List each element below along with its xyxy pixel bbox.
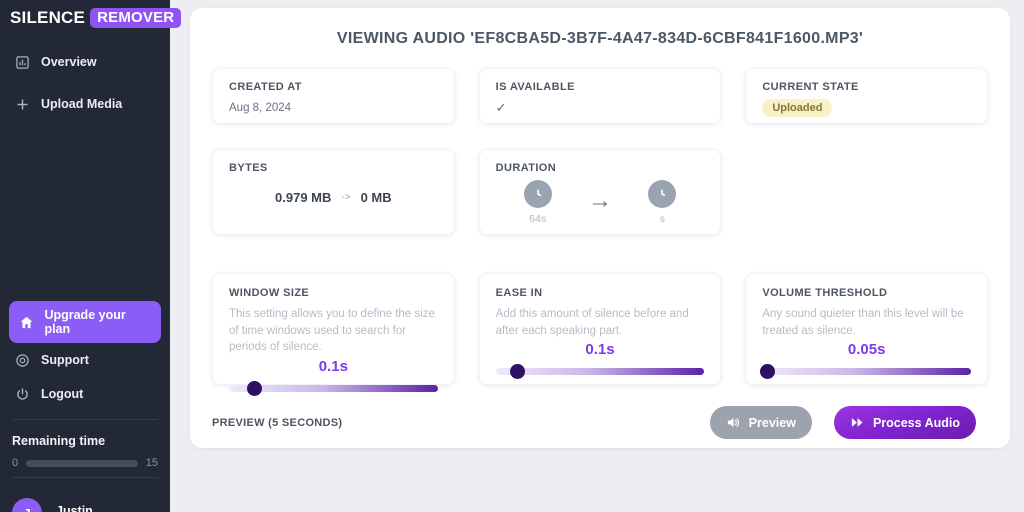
page-title: VIEWING AUDIO 'EF8CBA5D-3B7F-4A47-834D-6… <box>336 30 864 47</box>
plus-icon <box>14 96 30 112</box>
bytes-after: 0 MB <box>360 190 392 205</box>
volume-threshold-card: VOLUME THRESHOLD Any sound quieter than … <box>745 273 988 385</box>
content-panel: VIEWING AUDIO 'EF8CBA5D-3B7F-4A47-834D-6… <box>190 8 1010 448</box>
preview-button[interactable]: Preview <box>709 406 812 439</box>
logout-label: Logout <box>41 387 84 401</box>
arrow-right-icon: → <box>587 187 612 214</box>
process-audio-button[interactable]: Process Audio <box>833 406 976 439</box>
support-label: Support <box>41 353 89 367</box>
ease-in-card: EASE IN Add this amount of silence befor… <box>478 273 722 385</box>
main-area: VIEWING AUDIO 'EF8CBA5D-3B7F-4A47-834D-6… <box>170 0 1024 512</box>
created-at-card: CREATED AT Aug 8, 2024 <box>212 68 455 124</box>
remaining-time-section: Remaining time 0 15 <box>0 428 170 469</box>
volume-threshold-label: VOLUME THRESHOLD <box>762 287 888 299</box>
window-size-value: 0.1s <box>318 358 348 376</box>
window-size-description: This setting allows you to define the si… <box>229 308 435 354</box>
divider <box>12 419 158 420</box>
divider <box>12 477 158 478</box>
sidebar-item-overview[interactable]: Overview <box>0 48 170 76</box>
fast-forward-icon <box>850 415 865 430</box>
duration-before: 64s <box>529 213 547 225</box>
duration-after: s <box>659 213 665 225</box>
window-size-slider[interactable] <box>229 381 438 397</box>
volume-threshold-slider[interactable] <box>759 364 971 380</box>
home-icon <box>19 314 34 330</box>
process-audio-label: Process Audio <box>872 415 960 430</box>
brand-primary: SILENCE <box>10 8 86 27</box>
bytes-label: BYTES <box>229 162 268 174</box>
preview-button-label: Preview <box>748 415 796 430</box>
lifebuoy-icon <box>14 352 30 368</box>
created-at-value: Aug 8, 2024 <box>229 102 292 114</box>
is-available-card: IS AVAILABLE ✓ <box>478 68 722 124</box>
slider-track <box>762 368 971 376</box>
support-button[interactable]: Support <box>0 343 170 377</box>
current-state-label: CURRENT STATE <box>762 81 859 93</box>
remaining-time-label: Remaining time <box>12 434 106 448</box>
upgrade-plan-label: Upgrade your plan <box>44 308 126 336</box>
duration-card: DURATION 64s → <box>478 149 722 235</box>
remaining-min: 0 <box>12 457 19 469</box>
remaining-time-bar <box>26 459 138 467</box>
bytes-before: 0.979 MB <box>275 190 332 205</box>
created-at-label: CREATED AT <box>229 81 302 93</box>
status-badge: Uploaded <box>762 99 833 117</box>
window-size-card: WINDOW SIZE This setting allows you to d… <box>212 273 455 397</box>
slider-thumb[interactable] <box>509 364 525 380</box>
app-logo: SILENCE REMOVER <box>0 0 182 28</box>
upgrade-plan-button[interactable]: Upgrade your plan <box>9 301 161 343</box>
slider-track <box>229 385 438 393</box>
slider-thumb[interactable] <box>759 364 775 380</box>
sidebar-item-label: Overview <box>41 55 97 69</box>
speaker-icon <box>726 415 741 430</box>
remaining-max: 15 <box>145 457 158 469</box>
sidebar-bottom: Upgrade your plan Support Logout Re <box>0 301 170 512</box>
avatar: J <box>12 498 42 512</box>
user-row[interactable]: J Justin <box>0 486 170 512</box>
clock-icon <box>523 180 552 208</box>
check-icon: ✓ <box>495 100 507 115</box>
bytes-card: BYTES 0.979 MB -> 0 MB <box>212 149 455 235</box>
sidebar-nav: Overview Upload Media <box>0 48 170 118</box>
current-state-card: CURRENT STATE Uploaded <box>745 68 988 124</box>
power-icon <box>14 386 30 402</box>
duration-label: DURATION <box>495 162 557 174</box>
sidebar: SILENCE REMOVER Overview Upload <box>0 0 182 512</box>
window-size-label: WINDOW SIZE <box>229 287 310 299</box>
slider-thumb[interactable] <box>247 381 263 397</box>
brand-badge: REMOVER <box>90 8 182 28</box>
ease-in-description: Add this amount of silence before and af… <box>495 308 689 337</box>
sidebar-item-label: Upload Media <box>41 97 123 111</box>
bar-chart-icon <box>14 54 30 70</box>
volume-threshold-value: 0.05s <box>847 341 886 359</box>
ease-in-slider[interactable] <box>495 364 705 380</box>
logout-button[interactable]: Logout <box>0 377 170 411</box>
clock-icon <box>648 180 677 208</box>
user-name: Justin <box>56 504 93 512</box>
is-available-label: IS AVAILABLE <box>495 81 575 93</box>
ease-in-label: EASE IN <box>495 287 543 299</box>
ease-in-value: 0.1s <box>585 341 615 359</box>
sidebar-item-upload-media[interactable]: Upload Media <box>0 90 170 118</box>
bytes-arrow: -> <box>341 192 351 203</box>
preview-seconds-label: PREVIEW (5 SECONDS) <box>212 416 343 429</box>
volume-threshold-description: Any sound quieter than this level will b… <box>762 308 964 337</box>
slider-track <box>495 368 705 376</box>
